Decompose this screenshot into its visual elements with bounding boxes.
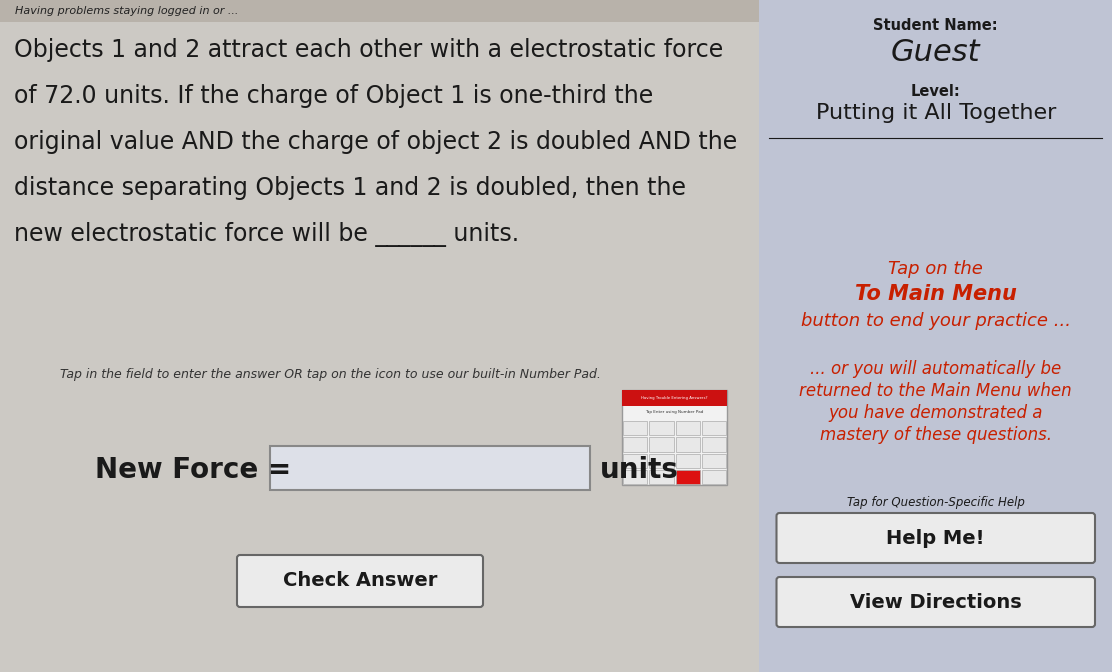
Text: View Directions: View Directions bbox=[850, 593, 1022, 612]
Text: mastery of these questions.: mastery of these questions. bbox=[820, 426, 1052, 444]
Bar bbox=[675, 454, 699, 468]
Text: original value AND the charge of object 2 is doubled AND the: original value AND the charge of object … bbox=[14, 130, 737, 154]
FancyBboxPatch shape bbox=[776, 577, 1095, 627]
Bar bbox=[759, 0, 1112, 672]
Bar bbox=[702, 470, 726, 484]
Text: Check Answer: Check Answer bbox=[282, 571, 437, 591]
Text: ... or you will automatically be: ... or you will automatically be bbox=[811, 360, 1061, 378]
Bar bbox=[675, 470, 699, 484]
Bar bbox=[675, 437, 699, 452]
Bar bbox=[622, 390, 727, 485]
Text: of 72.0 units. If the charge of Object 1 is one-third the: of 72.0 units. If the charge of Object 1… bbox=[14, 84, 653, 108]
Text: returned to the Main Menu when: returned to the Main Menu when bbox=[800, 382, 1072, 400]
Text: Level:: Level: bbox=[911, 84, 961, 99]
Text: new electrostatic force will be ______ units.: new electrostatic force will be ______ u… bbox=[14, 222, 519, 247]
Bar bbox=[649, 437, 674, 452]
Bar bbox=[623, 470, 647, 484]
FancyBboxPatch shape bbox=[237, 555, 483, 607]
FancyBboxPatch shape bbox=[776, 513, 1095, 563]
Text: Tap on the: Tap on the bbox=[888, 260, 983, 278]
Bar bbox=[270, 446, 590, 490]
Text: To Main Menu: To Main Menu bbox=[855, 284, 1016, 304]
Text: distance separating Objects 1 and 2 is doubled, then the: distance separating Objects 1 and 2 is d… bbox=[14, 176, 686, 200]
Bar bbox=[0, 0, 759, 22]
Bar bbox=[623, 454, 647, 468]
Bar bbox=[649, 454, 674, 468]
Bar bbox=[649, 470, 674, 484]
Text: units: units bbox=[600, 456, 678, 484]
Bar bbox=[702, 454, 726, 468]
Bar bbox=[623, 421, 647, 435]
Text: New Force =: New Force = bbox=[95, 456, 291, 484]
Text: Tap Enter using Number Pad: Tap Enter using Number Pad bbox=[645, 410, 704, 414]
Bar bbox=[623, 437, 647, 452]
Text: you have demonstrated a: you have demonstrated a bbox=[828, 404, 1043, 422]
Bar bbox=[702, 437, 726, 452]
Text: Having problems staying logged in or ...: Having problems staying logged in or ... bbox=[14, 6, 238, 16]
Text: Tap for Question-Specific Help: Tap for Question-Specific Help bbox=[847, 496, 1024, 509]
Text: Student Name:: Student Name: bbox=[873, 18, 999, 33]
Text: button to end your practice ...: button to end your practice ... bbox=[801, 312, 1071, 330]
Bar bbox=[649, 421, 674, 435]
Text: Help Me!: Help Me! bbox=[886, 528, 985, 548]
Bar bbox=[0, 0, 759, 672]
Text: Tap in the field to enter the answer OR tap on the icon to use our built-in Numb: Tap in the field to enter the answer OR … bbox=[60, 368, 600, 381]
Bar bbox=[675, 421, 699, 435]
Bar bbox=[702, 421, 726, 435]
Text: Guest: Guest bbox=[891, 38, 981, 67]
Bar bbox=[622, 390, 727, 406]
Text: Having Trouble Entering Answers?: Having Trouble Entering Answers? bbox=[642, 396, 707, 400]
Text: Putting it All Together: Putting it All Together bbox=[815, 103, 1056, 123]
Text: Objects 1 and 2 attract each other with a electrostatic force: Objects 1 and 2 attract each other with … bbox=[14, 38, 723, 62]
